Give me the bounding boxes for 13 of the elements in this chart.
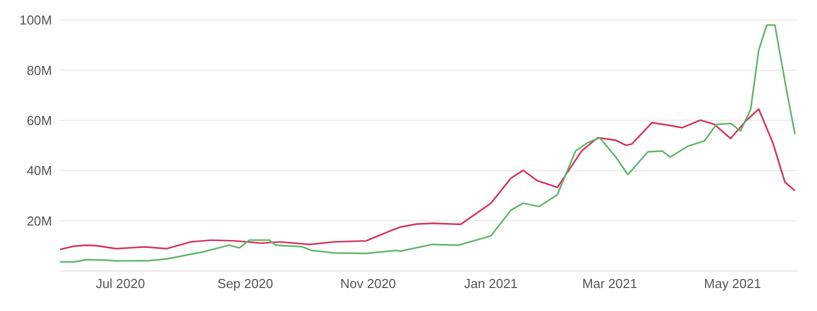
y-tick-label: 40M xyxy=(26,163,52,178)
x-tick-label: Nov 2020 xyxy=(340,276,396,292)
line-series xyxy=(60,108,796,250)
x-tick-label: May 2021 xyxy=(704,276,762,292)
y-tick-label: 80M xyxy=(26,62,52,78)
line-series xyxy=(60,24,796,263)
x-tick-label: Jul 2020 xyxy=(96,276,145,292)
y-tick-label: 20M xyxy=(26,213,52,228)
x-tick-label: Sep 2020 xyxy=(217,276,274,292)
x-tick-label: Mar 2021 xyxy=(582,276,638,292)
x-tick-label: Jan 2021 xyxy=(464,276,518,292)
y-tick-label: 60M xyxy=(26,113,52,128)
y-tick-label: 100M xyxy=(19,12,52,28)
